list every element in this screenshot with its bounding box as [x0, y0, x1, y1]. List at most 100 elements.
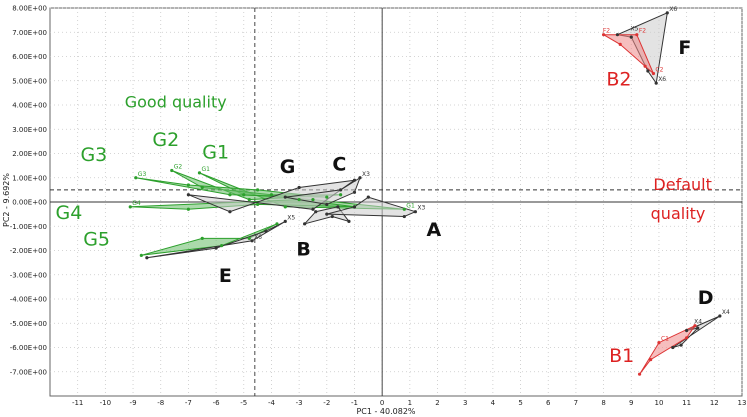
data-point	[651, 71, 656, 76]
point-label: G4	[132, 200, 141, 207]
y-tick-label: 6.00E+00	[12, 53, 47, 61]
data-point	[352, 205, 357, 209]
data-point	[275, 222, 279, 226]
data-point	[200, 185, 204, 190]
annotation-label: E	[219, 265, 232, 287]
point-label: C1	[661, 336, 669, 343]
point-label: X5	[631, 25, 639, 32]
annotation-label: Default	[653, 175, 711, 194]
data-point	[214, 246, 218, 250]
point-label: G2	[174, 163, 183, 170]
data-point	[311, 207, 315, 211]
x-tick-label: -5	[240, 399, 247, 407]
data-point	[297, 185, 301, 190]
data-point	[657, 341, 661, 345]
y-tick-label: 2.00E+00	[12, 150, 47, 158]
x-tick-label: 9	[629, 399, 633, 407]
y-tick-label: 3.00E+00	[12, 126, 47, 134]
group-hull-e	[146, 220, 286, 259]
data-point	[679, 343, 683, 347]
annotation-label: B	[296, 238, 310, 260]
group-hulls	[130, 11, 721, 375]
data-point	[352, 178, 357, 182]
y-tick-label: -4.00E+00	[10, 296, 47, 304]
y-axis-title: PC2 - 9.692%	[2, 173, 11, 227]
data-point	[352, 190, 357, 194]
x-tick-label: 4	[491, 399, 496, 407]
x-tick-label: -11	[72, 399, 83, 407]
y-tick-label: -6.00E+00	[10, 344, 47, 352]
data-point	[629, 35, 633, 39]
x-tick-label: 0	[380, 399, 384, 407]
annotation-label: quality	[651, 204, 706, 223]
annotation-label: D	[698, 287, 714, 309]
data-point	[256, 202, 260, 207]
annotation-label: G4	[56, 202, 83, 224]
point-label: F2	[639, 28, 646, 35]
y-tick-label: -7.00E+00	[10, 368, 47, 376]
group-hull-a	[326, 196, 417, 218]
annotation-label: A	[426, 219, 441, 241]
data-point	[693, 324, 697, 328]
x-tick-label: -10	[100, 399, 111, 407]
point-label: X6	[254, 234, 262, 241]
x-tick-label: -9	[130, 399, 137, 407]
y-tick-label: -5.00E+00	[10, 320, 47, 328]
annotation-label: B2	[606, 69, 631, 91]
x-tick-label: 6	[546, 399, 551, 407]
data-point	[283, 195, 287, 199]
data-point	[134, 176, 138, 180]
point-label: X6	[669, 6, 677, 13]
y-tick-label: -2.00E+00	[10, 247, 47, 255]
point-label: G1	[201, 166, 210, 173]
point-label: X4	[722, 309, 730, 316]
data-point	[139, 253, 143, 257]
data-points	[128, 11, 722, 376]
x-tick-label: 8	[601, 399, 605, 407]
y-tick-label: 7.00E+00	[12, 29, 47, 37]
data-point	[314, 210, 318, 214]
x-tick-label: -7	[185, 399, 192, 407]
data-point	[665, 11, 669, 15]
data-point	[228, 193, 232, 197]
x-axis-title: PC1 - 40.082%	[356, 407, 415, 416]
data-point	[336, 205, 340, 209]
x-tick-label: 12	[710, 399, 719, 407]
x-tick-label: -2	[323, 399, 330, 407]
annotation-label: G	[280, 156, 296, 178]
data-point	[197, 171, 202, 175]
data-point	[256, 188, 260, 192]
y-tick-label: 8.00E+00	[12, 5, 47, 13]
data-point	[366, 195, 370, 199]
data-point	[615, 33, 620, 37]
data-point	[643, 64, 647, 68]
point-label: X3	[362, 171, 370, 178]
annotation-label: C	[332, 153, 346, 175]
y-tick-label: 1.00E+00	[12, 174, 47, 182]
group-hull-b2	[601, 34, 654, 74]
data-point	[247, 197, 251, 202]
y-tick-label: 4.00E+00	[12, 102, 47, 110]
x-tick-label: 1	[408, 399, 412, 407]
x-tick-label: 7	[574, 399, 578, 407]
point-label: X6	[658, 76, 666, 83]
x-tick-label: -3	[296, 399, 303, 407]
annotation-label: F	[678, 37, 691, 59]
data-point	[685, 336, 689, 340]
data-point	[247, 236, 251, 240]
point-label: G1	[406, 202, 415, 209]
data-point	[250, 239, 254, 243]
data-point	[602, 33, 606, 37]
y-tick-labels: 8.00E+00 7.00E+00 6.00E+00 5.00E+00 4.00E+00…	[10, 5, 47, 377]
x-tick-labels: -11 -10 -9 -8 -7 -6 -5 -4 -3 -2 -1 0 1 2 3 4 5 6 7 8 9 10 11 12…	[72, 399, 746, 407]
data-point	[637, 372, 642, 376]
data-point	[283, 219, 287, 223]
x-tick-label: -4	[268, 399, 276, 407]
point-label: F2	[603, 28, 610, 35]
data-point	[186, 193, 190, 197]
x-tick-label: -6	[213, 399, 221, 407]
group-hull-c	[285, 176, 361, 205]
data-point	[170, 168, 174, 173]
x-tick-label: 13	[738, 399, 747, 407]
